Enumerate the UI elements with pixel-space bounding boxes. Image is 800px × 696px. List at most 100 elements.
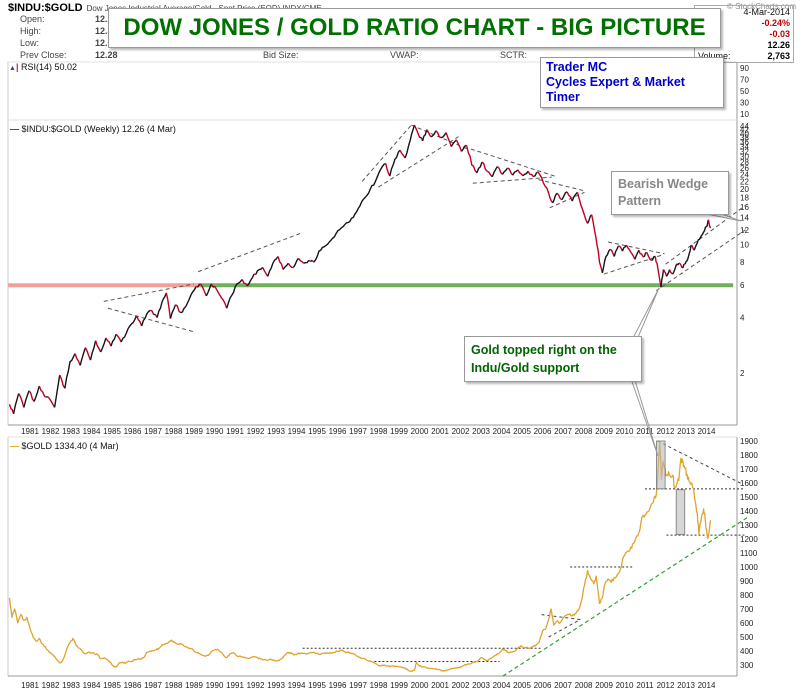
svg-text:18: 18 bbox=[740, 193, 749, 202]
svg-text:1986: 1986 bbox=[124, 681, 142, 690]
svg-text:40: 40 bbox=[740, 130, 749, 139]
svg-text:1999: 1999 bbox=[390, 681, 408, 690]
svg-text:1600: 1600 bbox=[740, 479, 758, 488]
net-change: -0.03 bbox=[769, 28, 790, 39]
svg-text:1997: 1997 bbox=[349, 681, 367, 690]
svg-text:500: 500 bbox=[740, 633, 754, 642]
svg-text:2013: 2013 bbox=[677, 427, 695, 436]
svg-text:2012: 2012 bbox=[657, 681, 675, 690]
bearish-wedge-callout: Bearish Wedge Pattern bbox=[611, 171, 729, 215]
svg-text:1990: 1990 bbox=[206, 681, 224, 690]
svg-text:2011: 2011 bbox=[636, 427, 654, 436]
main-ratio-chart bbox=[8, 124, 748, 415]
gold-chart-legend: — $GOLD 1334.40 (4 Mar) bbox=[10, 441, 119, 451]
bid-size-label: Bid Size: bbox=[263, 50, 299, 60]
svg-text:10: 10 bbox=[740, 110, 749, 119]
svg-text:6: 6 bbox=[740, 281, 745, 290]
svg-text:1997: 1997 bbox=[349, 427, 367, 436]
svg-text:2008: 2008 bbox=[575, 681, 593, 690]
svg-text:2012: 2012 bbox=[657, 427, 675, 436]
prev-close-value: 12.28 bbox=[95, 50, 118, 60]
gold-topped-line1: Gold topped right on the bbox=[471, 343, 617, 357]
volume-value: 2,763 bbox=[767, 50, 790, 61]
svg-text:20: 20 bbox=[740, 185, 749, 194]
svg-text:2010: 2010 bbox=[616, 427, 634, 436]
svg-text:8: 8 bbox=[740, 258, 745, 267]
svg-text:900: 900 bbox=[740, 577, 754, 586]
svg-text:700: 700 bbox=[740, 605, 754, 614]
svg-text:22: 22 bbox=[740, 177, 749, 186]
rsi-text: RSI(14) 50.02 bbox=[20, 62, 78, 72]
quote-date: 4-Mar-2014 bbox=[743, 7, 790, 17]
open-value: 12.23 bbox=[95, 14, 118, 24]
svg-text:1996: 1996 bbox=[329, 681, 347, 690]
svg-text:1988: 1988 bbox=[165, 681, 183, 690]
gold-price-chart bbox=[8, 440, 750, 677]
rsi-icon: ▲ bbox=[9, 65, 16, 72]
last-price-value: 12.26 bbox=[767, 39, 790, 50]
svg-text:1100: 1100 bbox=[740, 549, 758, 558]
svg-text:1982: 1982 bbox=[42, 681, 60, 690]
svg-text:30: 30 bbox=[740, 99, 749, 108]
svg-text:16: 16 bbox=[740, 203, 749, 212]
svg-text:2006: 2006 bbox=[534, 427, 552, 436]
high-value: 12.30 bbox=[95, 26, 118, 36]
svg-text:2014: 2014 bbox=[698, 681, 716, 690]
svg-text:1400: 1400 bbox=[740, 507, 758, 516]
svg-text:1993: 1993 bbox=[267, 427, 285, 436]
open-label: Open: bbox=[20, 14, 45, 24]
svg-text:50: 50 bbox=[740, 87, 749, 96]
high-label: High: bbox=[20, 26, 42, 36]
svg-text:2009: 2009 bbox=[595, 427, 613, 436]
svg-text:2002: 2002 bbox=[452, 681, 470, 690]
rsi-indicator-label: ▲| RSI(14) 50.02 bbox=[9, 62, 77, 72]
gold-topped-line2: Indu/Gold support bbox=[471, 361, 580, 375]
svg-text:1986: 1986 bbox=[124, 427, 142, 436]
svg-text:1992: 1992 bbox=[247, 681, 265, 690]
panel-frames bbox=[7, 61, 738, 677]
bearish-wedge-line2: Pattern bbox=[618, 194, 662, 208]
svg-text:2006: 2006 bbox=[534, 681, 552, 690]
main-legend-dash-icon: — bbox=[10, 124, 19, 134]
trader-mc-annotation: Trader MC Cycles Expert & Market Timer bbox=[540, 57, 724, 108]
trader-mc-line1: Trader MC bbox=[546, 60, 608, 74]
svg-text:2000: 2000 bbox=[411, 427, 429, 436]
svg-text:1999: 1999 bbox=[390, 427, 408, 436]
svg-text:1200: 1200 bbox=[740, 535, 758, 544]
prev-close-label: Prev Close: bbox=[20, 50, 67, 60]
svg-text:1994: 1994 bbox=[288, 681, 306, 690]
svg-text:2001: 2001 bbox=[431, 427, 449, 436]
bearish-wedge-line1: Bearish Wedge bbox=[618, 177, 709, 191]
svg-text:90: 90 bbox=[740, 64, 749, 73]
low-label: Low: bbox=[20, 38, 40, 48]
svg-text:26: 26 bbox=[740, 164, 749, 173]
svg-text:1987: 1987 bbox=[144, 427, 162, 436]
svg-text:2003: 2003 bbox=[472, 427, 490, 436]
svg-text:44: 44 bbox=[740, 122, 749, 131]
svg-text:2004: 2004 bbox=[493, 427, 511, 436]
svg-text:2005: 2005 bbox=[513, 681, 531, 690]
trader-mc-line2: Cycles Expert & Market Timer bbox=[546, 75, 685, 104]
svg-text:24: 24 bbox=[740, 170, 749, 179]
svg-text:1989: 1989 bbox=[185, 681, 203, 690]
svg-text:1990: 1990 bbox=[206, 427, 224, 436]
svg-text:2001: 2001 bbox=[431, 681, 449, 690]
svg-text:1000: 1000 bbox=[740, 563, 758, 572]
svg-text:1984: 1984 bbox=[83, 427, 101, 436]
svg-text:300: 300 bbox=[740, 661, 754, 670]
svg-text:30: 30 bbox=[740, 153, 749, 162]
svg-text:28: 28 bbox=[740, 158, 749, 167]
svg-text:1991: 1991 bbox=[226, 681, 244, 690]
gold-legend-text: $GOLD 1334.40 (4 Mar) bbox=[21, 441, 119, 451]
svg-text:1994: 1994 bbox=[288, 427, 306, 436]
svg-text:2: 2 bbox=[740, 369, 745, 378]
svg-text:1995: 1995 bbox=[308, 681, 326, 690]
svg-text:4: 4 bbox=[740, 314, 745, 323]
rsi-icon-tick: | bbox=[15, 62, 19, 72]
svg-text:1982: 1982 bbox=[42, 427, 60, 436]
svg-text:2014: 2014 bbox=[698, 427, 716, 436]
svg-text:2011: 2011 bbox=[636, 681, 654, 690]
gold-topped-callout: Gold topped right on the Indu/Gold suppo… bbox=[464, 336, 642, 382]
